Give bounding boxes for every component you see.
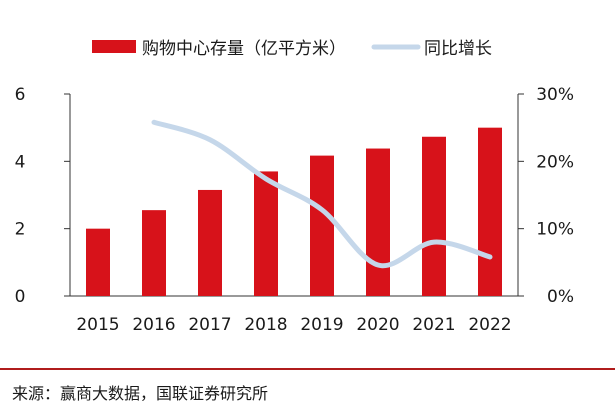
source-note: 来源：赢商大数据，国联证券研究所 (12, 384, 269, 403)
right-y-tick-label: 10% (536, 220, 574, 240)
right-y-tick-label: 20% (536, 152, 574, 172)
bar (310, 155, 334, 296)
bar (478, 127, 502, 297)
bar (254, 171, 278, 296)
x-tick-label: 2022 (468, 315, 511, 335)
bar (366, 148, 390, 296)
legend-line-label: 同比增长 (424, 39, 492, 59)
bar (86, 228, 110, 296)
bar (142, 210, 166, 296)
x-tick-label: 2017 (188, 315, 231, 335)
legend-bar-swatch (92, 40, 136, 53)
line-series (151, 119, 493, 269)
right-y-tick-label: 30% (536, 85, 574, 105)
legend: 购物中心存量（亿平方米） 同比增长 (92, 39, 492, 59)
bar (198, 189, 222, 296)
x-tick-label: 2021 (412, 315, 455, 335)
right-y-tick-label: 0% (547, 287, 574, 307)
x-tick-label: 2019 (300, 315, 343, 335)
legend-bar-label: 购物中心存量（亿平方米） (142, 39, 346, 59)
bar-series (86, 127, 502, 297)
left-y-tick-label: 0 (15, 287, 26, 307)
left-y-tick-label: 6 (15, 85, 26, 105)
x-tick-label: 2016 (132, 315, 175, 335)
left-y-tick-label: 4 (15, 152, 26, 172)
x-tick-label: 2018 (244, 315, 287, 335)
x-tick-labels: 2015 2016 2017 2018 2019 2020 2021 2022 (76, 315, 511, 335)
x-tick-label: 2015 (76, 315, 119, 335)
source-divider (0, 368, 615, 370)
bar (422, 136, 446, 296)
x-tick-label: 2020 (356, 315, 399, 335)
left-y-tick-label: 2 (15, 220, 26, 240)
growth-line (151, 119, 493, 269)
